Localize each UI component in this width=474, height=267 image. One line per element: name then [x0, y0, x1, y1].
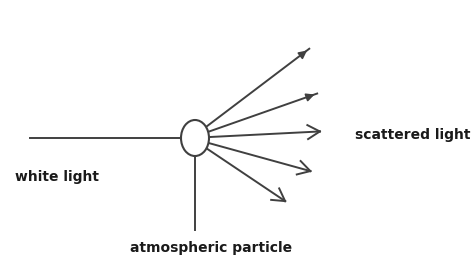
Ellipse shape	[181, 120, 209, 156]
Text: scattered light: scattered light	[355, 128, 471, 142]
Text: atmospheric particle: atmospheric particle	[130, 241, 292, 255]
Text: white light: white light	[15, 170, 99, 184]
